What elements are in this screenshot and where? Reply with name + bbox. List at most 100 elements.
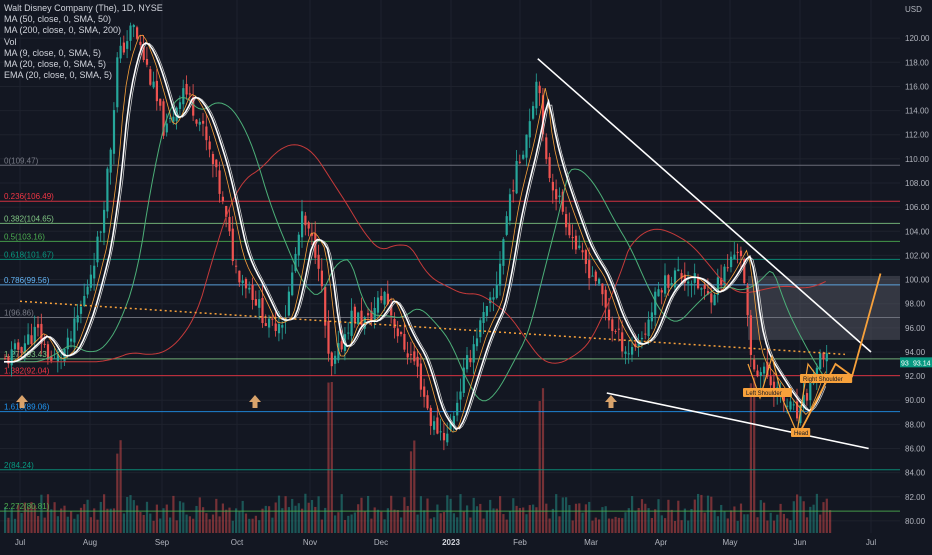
volume-bar xyxy=(419,496,422,533)
volume-bar xyxy=(17,504,20,533)
volume-bar xyxy=(363,511,366,533)
volume-bar xyxy=(799,496,802,533)
volume-bar xyxy=(66,516,69,533)
volume-bar xyxy=(786,518,789,533)
candle-body xyxy=(786,405,789,407)
candle-body xyxy=(271,318,274,320)
candle-body xyxy=(545,137,548,160)
ma50-line xyxy=(4,96,827,402)
right-shoulder-label: Right Shoulder xyxy=(803,377,843,383)
volume-bar xyxy=(324,507,327,533)
volume-bar xyxy=(294,505,297,533)
volume-bar xyxy=(360,497,363,533)
y-tick: 80.00 xyxy=(905,517,926,526)
candle-body xyxy=(591,275,594,277)
volume-bar xyxy=(202,507,205,533)
candle-body xyxy=(370,310,373,322)
candle-body xyxy=(261,297,264,324)
volume-bar xyxy=(406,505,409,533)
candle-body xyxy=(690,283,693,286)
volume-bar xyxy=(759,500,762,533)
candle-body xyxy=(142,47,145,60)
candle-body xyxy=(307,222,310,229)
volume-bar xyxy=(33,505,36,533)
volume-bar xyxy=(551,508,554,533)
currency-label: USD xyxy=(905,5,922,14)
candle-body xyxy=(733,254,736,260)
candle-body xyxy=(670,283,673,286)
candle-body xyxy=(40,323,43,344)
fib-label: 1.618(89.06) xyxy=(4,403,50,412)
volume-bar xyxy=(106,508,109,533)
ema20-line xyxy=(4,41,827,431)
volume-bar xyxy=(231,520,234,533)
candle-body xyxy=(822,352,825,360)
right-shoulder-label-bg xyxy=(800,374,853,383)
y-tick: 84.00 xyxy=(905,469,926,478)
candle-body xyxy=(165,123,168,133)
candle-body xyxy=(13,343,17,350)
candle-body xyxy=(264,323,267,327)
volume-bar xyxy=(561,497,564,533)
candle-body xyxy=(475,338,479,347)
candle-body xyxy=(337,343,340,361)
candle-body xyxy=(624,351,627,354)
volume-bar xyxy=(4,507,7,533)
volume-bar xyxy=(149,513,152,533)
volume-bar xyxy=(525,514,528,533)
candle-body xyxy=(796,401,799,419)
candle-body xyxy=(103,209,106,233)
volume-bar xyxy=(353,512,356,533)
candle-body xyxy=(136,27,139,39)
candle-body xyxy=(538,85,541,94)
volume-bar xyxy=(581,512,584,533)
volume-bar xyxy=(452,513,455,533)
volume-bar xyxy=(805,517,809,533)
y-tick: 112.00 xyxy=(905,131,929,140)
candle-body xyxy=(462,367,465,393)
candle-body xyxy=(383,291,386,305)
volume-bar xyxy=(769,512,772,533)
volume-bar xyxy=(79,507,83,533)
candle-body xyxy=(334,355,337,364)
volume-bar xyxy=(749,383,752,533)
x-tick: Aug xyxy=(83,538,97,547)
candle-body xyxy=(20,347,23,353)
volume-bar xyxy=(403,497,406,533)
volume-bar xyxy=(541,388,545,533)
candle-body xyxy=(640,337,644,340)
candle-body xyxy=(376,297,380,313)
candle-body xyxy=(749,315,752,355)
candle-body xyxy=(802,394,805,409)
volume-bar xyxy=(442,512,446,533)
candle-body xyxy=(159,98,162,106)
candle-body xyxy=(218,170,221,194)
candle-body xyxy=(37,324,40,328)
volume-bar xyxy=(162,508,165,533)
candle-body xyxy=(505,216,508,235)
candle-body xyxy=(330,352,333,367)
y-tick: 116.00 xyxy=(905,82,929,91)
candle-body xyxy=(56,353,59,362)
candle-body xyxy=(571,237,574,239)
candle-body xyxy=(413,351,416,362)
volume-bar xyxy=(815,493,818,533)
candle-body xyxy=(753,359,756,370)
volume-bar xyxy=(337,512,340,533)
volume-bar xyxy=(469,517,472,533)
volume-bar xyxy=(763,502,766,533)
volume-bar xyxy=(673,520,677,533)
volume-bar xyxy=(386,508,389,533)
candle-body xyxy=(353,306,356,323)
candle-body xyxy=(627,353,630,355)
volume-bar xyxy=(670,509,673,533)
volume-bar xyxy=(753,377,756,533)
candle-body xyxy=(221,196,224,202)
head-shoulders-outline xyxy=(747,354,818,435)
candle-body xyxy=(116,57,119,108)
volume-bar xyxy=(122,513,125,533)
volume-bar xyxy=(307,502,310,533)
candle-body xyxy=(132,24,135,28)
